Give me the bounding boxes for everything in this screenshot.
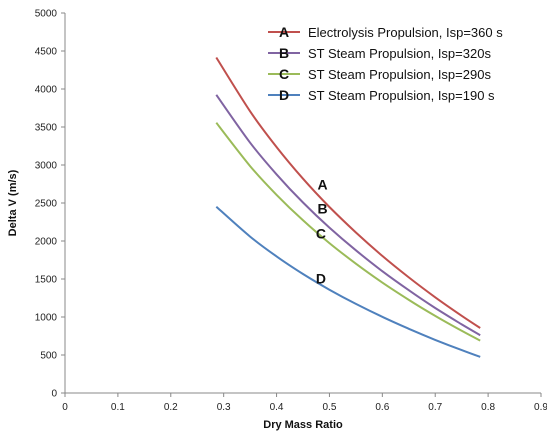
legend-label: ST Steam Propulsion, Isp=190 s	[308, 88, 495, 103]
series-line-c	[215, 122, 481, 342]
y-tick-label: 2500	[35, 199, 58, 210]
legend-label: ST Steam Propulsion, Isp=290s	[308, 67, 491, 82]
x-tick-label: 0.7	[428, 402, 442, 413]
legend-marker: D	[279, 87, 289, 103]
series-lines	[215, 56, 481, 358]
x-axis-title: Dry Mass Ratio	[263, 419, 343, 431]
x-tick-label: 0.1	[111, 402, 125, 413]
y-tick-label: 4000	[35, 85, 58, 96]
legend: A Electrolysis Propulsion, Isp=360 s B ST S…	[268, 24, 503, 103]
y-axis-title: Delta V (m/s)	[7, 169, 19, 236]
series-line-d	[215, 205, 481, 358]
x-tick-label: 0.2	[164, 402, 178, 413]
x-tick-label: 0.9	[534, 402, 547, 413]
x-tick-label: 0.6	[375, 402, 389, 413]
y-tick-label: 1000	[35, 313, 58, 324]
series-line-b	[215, 94, 481, 337]
y-tick-label: 1500	[35, 275, 58, 286]
x-tick-group: 0 0.1 0.2 0.3 0.4 0.5 0.6 0.7 0.8 0.9	[62, 393, 547, 413]
series-line-a	[215, 56, 481, 329]
legend-marker: A	[279, 24, 289, 40]
y-tick-group: 0 500 1000 1500 2000 2500 3000 3500 4000 4500 5000	[35, 9, 65, 400]
x-tick-label: 0	[62, 402, 68, 413]
curve-annotations: ABC D	[316, 176, 328, 286]
legend-marker: C	[279, 66, 289, 82]
y-tick-label: 3000	[35, 161, 58, 172]
y-tick-label: 5000	[35, 9, 58, 20]
y-tick-label: 2000	[35, 237, 58, 248]
x-tick-label: 0.4	[270, 402, 284, 413]
curve-label-a: A	[318, 176, 328, 192]
x-tick-label: 0.5	[322, 402, 336, 413]
y-tick-label: 3500	[35, 123, 58, 134]
legend-label: Electrolysis Propulsion, Isp=360 s	[308, 25, 503, 40]
x-tick-label: 0.8	[481, 402, 495, 413]
legend-marker: B	[279, 45, 289, 61]
y-tick-label: 4500	[35, 47, 58, 58]
legend-label: ST Steam Propulsion, Isp=320s	[308, 46, 491, 61]
x-tick-label: 0.3	[217, 402, 231, 413]
y-tick-label: 500	[40, 351, 57, 362]
y-tick-label: 0	[51, 389, 57, 400]
curve-label-b: B	[318, 201, 328, 217]
curve-label-d: D	[316, 271, 326, 287]
curve-label-c: C	[316, 226, 326, 242]
